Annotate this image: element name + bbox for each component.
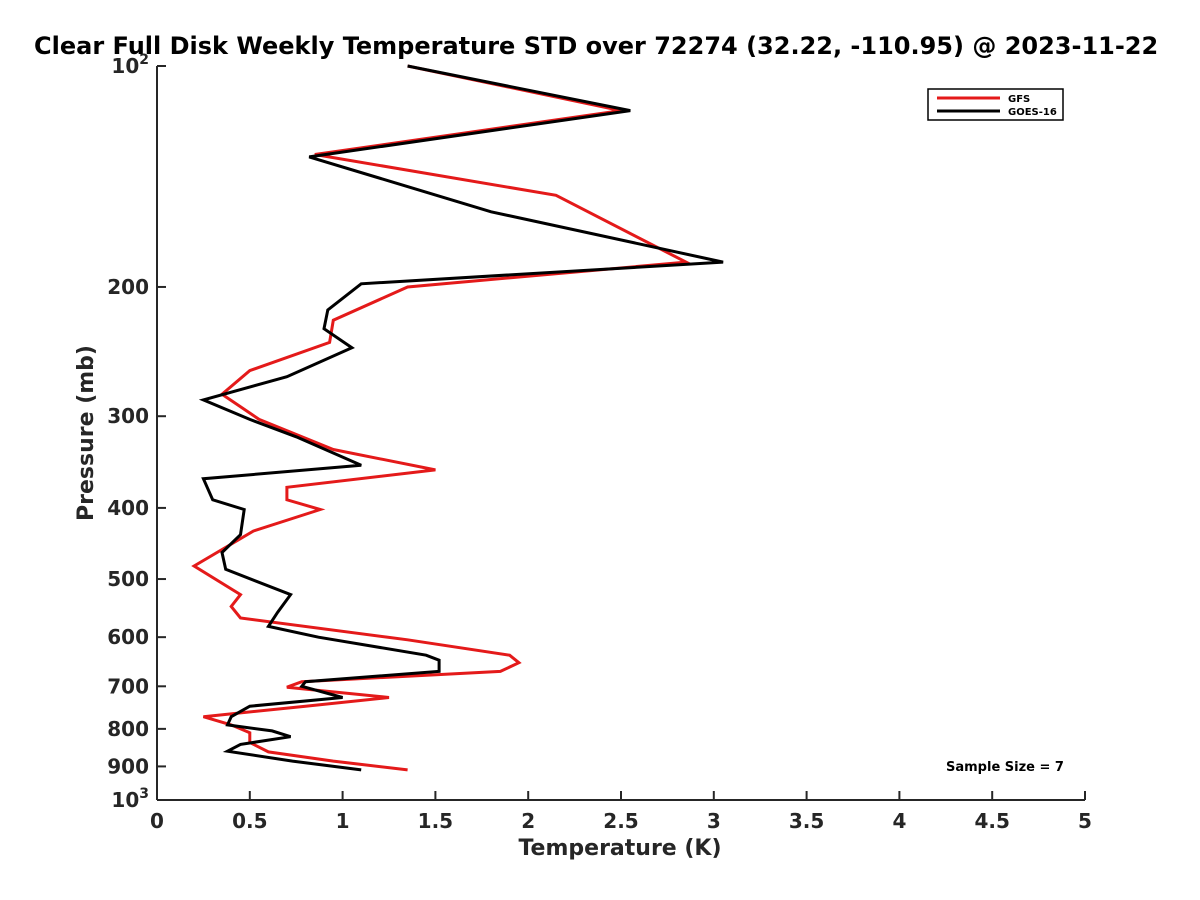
sample-size-annotation: Sample Size = 7 [946, 760, 1064, 775]
y-axis: 102 200 300 400 500 600 700 800 900 103 [107, 52, 166, 812]
x-axis: 0 0.5 1 1.5 2 2.5 3 3.5 4 4.5 5 [150, 791, 1092, 833]
legend-box [927, 88, 1064, 121]
x-axis-label: Temperature (K) [518, 836, 721, 861]
chart-title: Clear Full Disk Weekly Temperature STD o… [34, 32, 1158, 60]
y-tick-label: 200 [107, 275, 149, 299]
y-tick-label: 500 [107, 567, 149, 591]
y-tick-label: 300 [107, 404, 149, 428]
y-tick-label: 400 [107, 496, 149, 520]
y-tick-label: 900 [107, 754, 149, 778]
y-tick-label: 102 [111, 52, 149, 78]
x-tick-label: 3.5 [789, 809, 824, 833]
x-tick-label: 0 [150, 809, 164, 833]
x-tick-label: 4 [892, 809, 906, 833]
y-tick-label: 800 [107, 717, 149, 741]
x-tick-label: 1 [336, 809, 350, 833]
y-tick-label: 600 [107, 625, 149, 649]
y-tick-label: 103 [111, 786, 149, 812]
legend-label: GOES-16 [1008, 107, 1057, 118]
x-tick-label: 2.5 [603, 809, 638, 833]
x-tick-label: 1.5 [418, 809, 453, 833]
y-axis-label: Pressure (mb) [74, 345, 99, 521]
legend-label: GFS [1008, 94, 1030, 105]
series-line-goes-16 [198, 64, 724, 772]
legend: GFS GOES-16 [927, 88, 1064, 121]
series-line-gfs [191, 64, 692, 772]
y-tick-label: 700 [107, 674, 149, 698]
x-tick-label: 3 [707, 809, 721, 833]
x-tick-label: 2 [521, 809, 535, 833]
x-tick-label: 5 [1078, 809, 1092, 833]
x-tick-label: 4.5 [974, 809, 1009, 833]
x-tick-label: 0.5 [232, 809, 267, 833]
plot-area [191, 64, 724, 772]
